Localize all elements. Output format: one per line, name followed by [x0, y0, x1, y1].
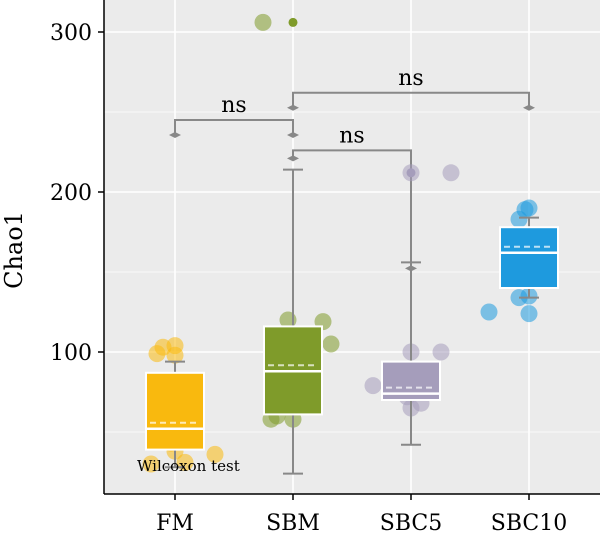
bracket-end-mark	[287, 155, 299, 162]
x-tick-label: SBC10	[491, 511, 567, 535]
y-axis-title: Chao1	[0, 211, 28, 289]
data-point	[432, 343, 450, 361]
data-point	[520, 305, 538, 323]
data-point	[510, 210, 528, 228]
data-point	[364, 377, 382, 395]
bracket-end-mark	[523, 104, 535, 111]
data-point	[322, 335, 340, 353]
box-fm	[145, 371, 205, 451]
significance-label: ns	[398, 66, 423, 91]
significance-label: ns	[339, 123, 364, 148]
outlier-point	[288, 17, 298, 27]
box-sbc10	[499, 226, 559, 289]
x-tick-label: FM	[156, 511, 194, 535]
x-tick-label: SBM	[266, 511, 320, 535]
data-point	[166, 346, 184, 364]
significance-labels: ns ns ns	[221, 66, 423, 149]
data-point	[480, 303, 498, 321]
data-point	[142, 455, 160, 473]
significance-label: ns	[221, 93, 246, 118]
bracket-end-mark	[287, 104, 299, 111]
bracket-end-mark	[169, 132, 181, 138]
bracket-end-mark	[287, 132, 299, 138]
significance-bracket	[292, 91, 530, 108]
axes-ticks: 100 200 300 FM SBM SBC5 SBC10	[50, 21, 567, 535]
significance-bracket	[292, 149, 412, 269]
y-tick-label: 100	[50, 341, 92, 366]
x-tick-label: SBC5	[380, 511, 442, 535]
data-point	[254, 13, 272, 31]
outlier-point	[406, 168, 416, 178]
significance-bracket	[174, 119, 294, 135]
data-point	[148, 345, 166, 363]
boxes	[145, 17, 559, 475]
data-point	[206, 445, 224, 463]
data-point	[442, 164, 460, 182]
y-tick-label: 200	[50, 181, 92, 206]
test-note: Wilcoxon test	[137, 457, 240, 475]
y-tick-label: 300	[50, 21, 92, 46]
